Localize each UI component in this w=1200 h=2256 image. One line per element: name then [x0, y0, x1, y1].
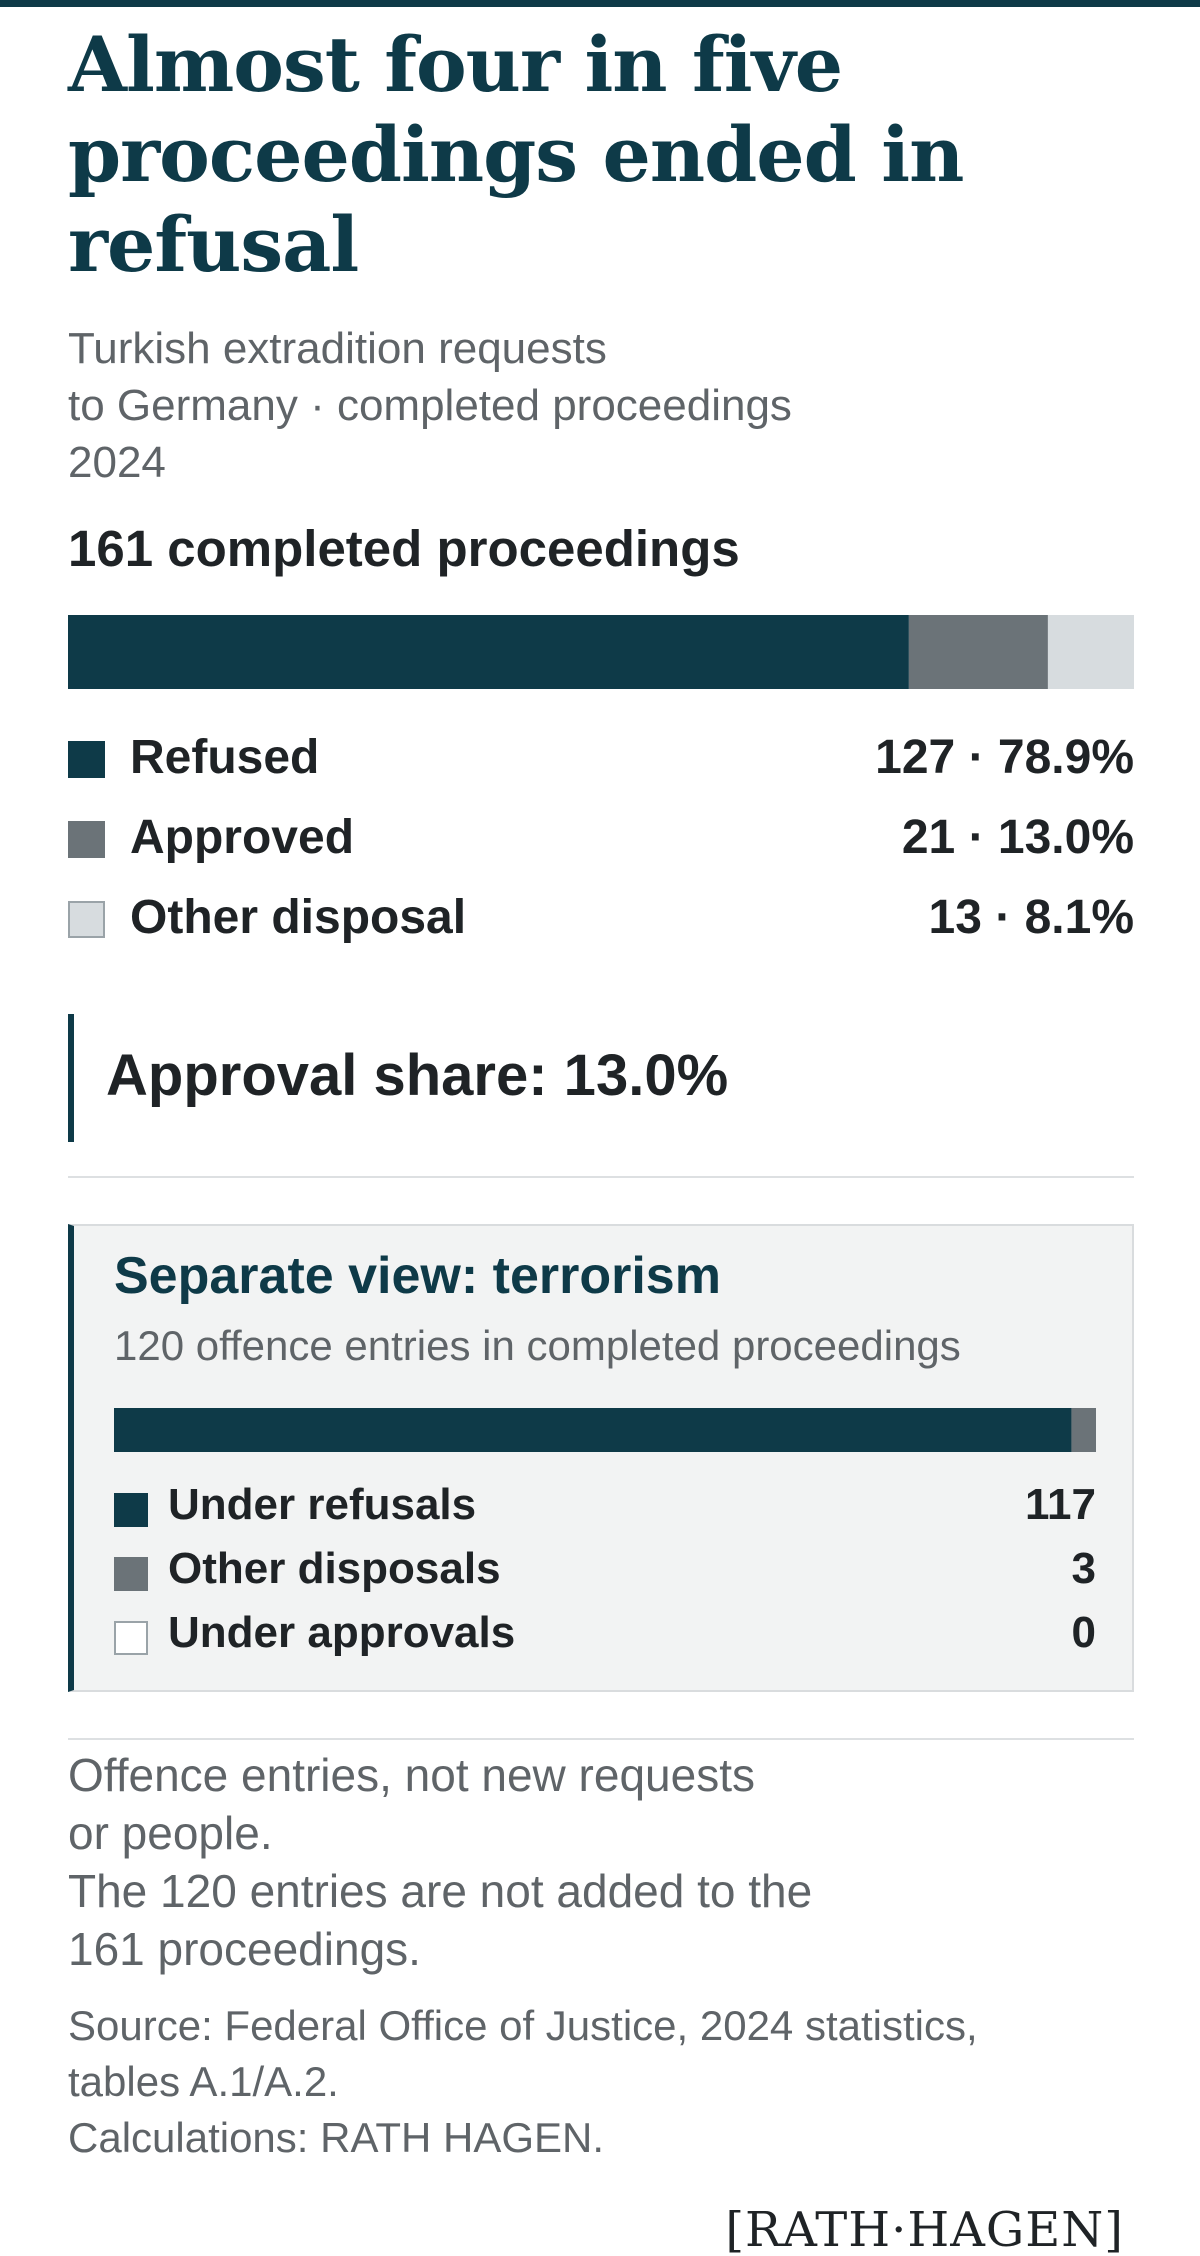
terrorism-legend: Under refusals 117 Other disposals 3 Und…: [114, 1480, 1096, 1672]
legend-label-under-approvals: Under approvals: [168, 1608, 516, 1657]
section-divider: [68, 1176, 1134, 1178]
legend-item-under-refusals: Under refusals 117: [114, 1480, 1096, 1544]
terrorism-panel-subtitle: 120 offence entries in completed proceed…: [114, 1322, 961, 1369]
legend-label-refused: Refused: [130, 731, 320, 784]
legend-value-other-disposals: 3: [1071, 1544, 1096, 1593]
legend-value-other-disposal: 13 · 8.1%: [928, 891, 1134, 944]
legend-item-other-disposals: Other disposals 3: [114, 1544, 1096, 1608]
legend-value-refused: 127 · 78.9%: [875, 731, 1134, 784]
legend-value-under-refusals: 117: [1025, 1480, 1096, 1529]
legend-item-refused: Refused 127 · 78.9%: [68, 730, 1134, 810]
terrorism-panel: Separate view: terrorism 120 offence ent…: [68, 1224, 1134, 1692]
bar-segment-refused: [68, 615, 909, 689]
legend-swatch-under-refusals: [114, 1493, 148, 1527]
legend-label-other-disposal: Other disposal: [130, 891, 467, 944]
approval-share-text: Approval share: 13.0%: [106, 1043, 729, 1108]
legend-label-approved: Approved: [130, 811, 355, 864]
total-proceedings-label: 161 completed proceedings: [68, 520, 740, 577]
source-note: Source: Federal Office of Justice, 2024 …: [68, 2002, 978, 2161]
legend-swatch-other-disposals: [114, 1557, 148, 1591]
methodology-note: Offence entries, not new requests or peo…: [68, 1749, 813, 1975]
proceedings-legend: Refused 127 · 78.9% Approved 21 · 13.0% …: [68, 730, 1134, 970]
legend-swatch-refused: [68, 741, 105, 778]
legend-value-under-approvals: 0: [1071, 1608, 1096, 1657]
legend-label-other-disposals: Other disposals: [168, 1544, 501, 1593]
legend-item-under-approvals: Under approvals 0: [114, 1608, 1096, 1672]
legend-value-approved: 21 · 13.0%: [901, 811, 1134, 864]
bar-segment-approved: [908, 615, 1048, 689]
publisher-logo: [RATH·HAGEN]: [725, 2202, 1124, 2256]
chart-title: Almost four in five proceedings ended in…: [68, 20, 964, 289]
legend-item-approved: Approved 21 · 13.0%: [68, 810, 1134, 890]
legend-item-other-disposal: Other disposal 13 · 8.1%: [68, 890, 1134, 970]
top-rule: [0, 0, 1200, 7]
chart-subtitle: Turkish extradition requests to Germany …: [68, 324, 792, 487]
notes-divider: [68, 1738, 1134, 1740]
proceedings-stacked-bar: [68, 615, 1134, 689]
terror-bar-segment-other-disposals: [1071, 1408, 1096, 1452]
legend-swatch-approved: [68, 821, 105, 858]
terrorism-panel-title: Separate view: terrorism: [114, 1247, 721, 1305]
legend-swatch-under-approvals: [114, 1621, 148, 1655]
terrorism-stacked-bar: [114, 1408, 1096, 1452]
bar-segment-other-disposal: [1047, 615, 1134, 689]
approval-share-callout: Approval share: 13.0%: [68, 1014, 1134, 1142]
terror-bar-segment-under-refusals: [114, 1408, 1072, 1452]
legend-swatch-other-disposal: [68, 901, 105, 938]
legend-label-under-refusals: Under refusals: [168, 1480, 477, 1529]
